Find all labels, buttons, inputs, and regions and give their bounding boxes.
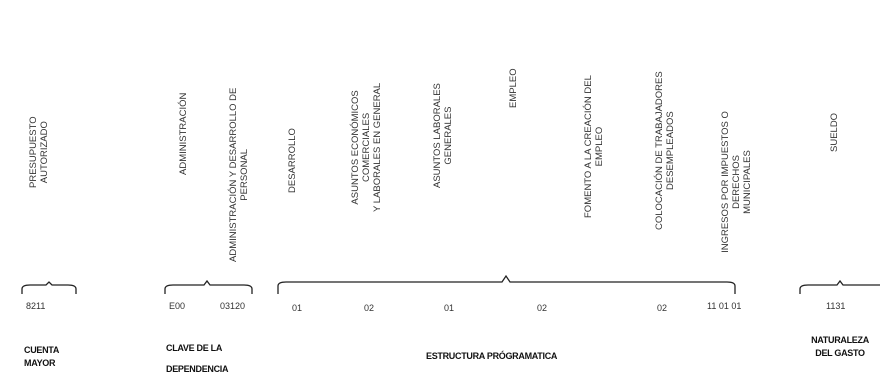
label-clave-line2: DEPENDENCIA (166, 364, 229, 374)
code-02-a: 02 (364, 303, 375, 313)
column-presupuesto: PRESUPUESTO AUTORIZADO (28, 116, 50, 188)
code-e00: E00 (169, 301, 186, 311)
column-asuntos-laborales: ASUNTOS LABORALES GENERALES (432, 83, 454, 188)
column-fomento: FOMENTO A LA CREACIÓN DEL EMPLEO (583, 75, 605, 218)
label-cuenta-mayor: CUENTA MAYOR (24, 345, 60, 368)
column-sueldo: SUELDO (829, 112, 840, 152)
column-colocacion: COLOCACIÓN DE TRABAJADORES DESEMPLEADOS (654, 71, 676, 230)
column-desarrollo: DESARROLLO (287, 128, 298, 193)
column-empleo: EMPLEO (508, 68, 519, 108)
label-estructura: ESTRUCTURA PRÓGRAMATICA (426, 351, 558, 361)
label-naturaleza: NATURALEZA DEL GASTO (811, 335, 869, 358)
bracket-naturaleza (799, 279, 880, 294)
column-administracion: ADMINISTRACIÓN (178, 92, 189, 175)
code-03120: 03120 (220, 301, 246, 311)
label-clave-line1: CLAVE DE LA (166, 343, 223, 353)
bracket-estructura (277, 274, 736, 294)
column-administracion-desarrollo: ADMINISTRACIÓN Y DESARROLLO DE PERSONAL (228, 87, 250, 262)
column-ingresos: INGRESOS POR IMPUESTOS O DERECHOS MUNICI… (720, 111, 753, 253)
code-02-b: 02 (537, 303, 548, 313)
code-01-b: 01 (444, 303, 455, 313)
code-02-c: 02 (657, 303, 668, 313)
bracket-cuenta (21, 281, 77, 294)
code-01-a: 01 (292, 303, 303, 313)
code-110101: 11 01 01 (707, 301, 742, 311)
code-1131: 1131 (826, 301, 846, 311)
code-8211: 8211 (26, 301, 46, 311)
bracket-clave (164, 279, 253, 294)
column-asuntos-economicos: ASUNTOS ECONÓMICOS COMERCIALES Y LABORAL… (350, 82, 383, 212)
